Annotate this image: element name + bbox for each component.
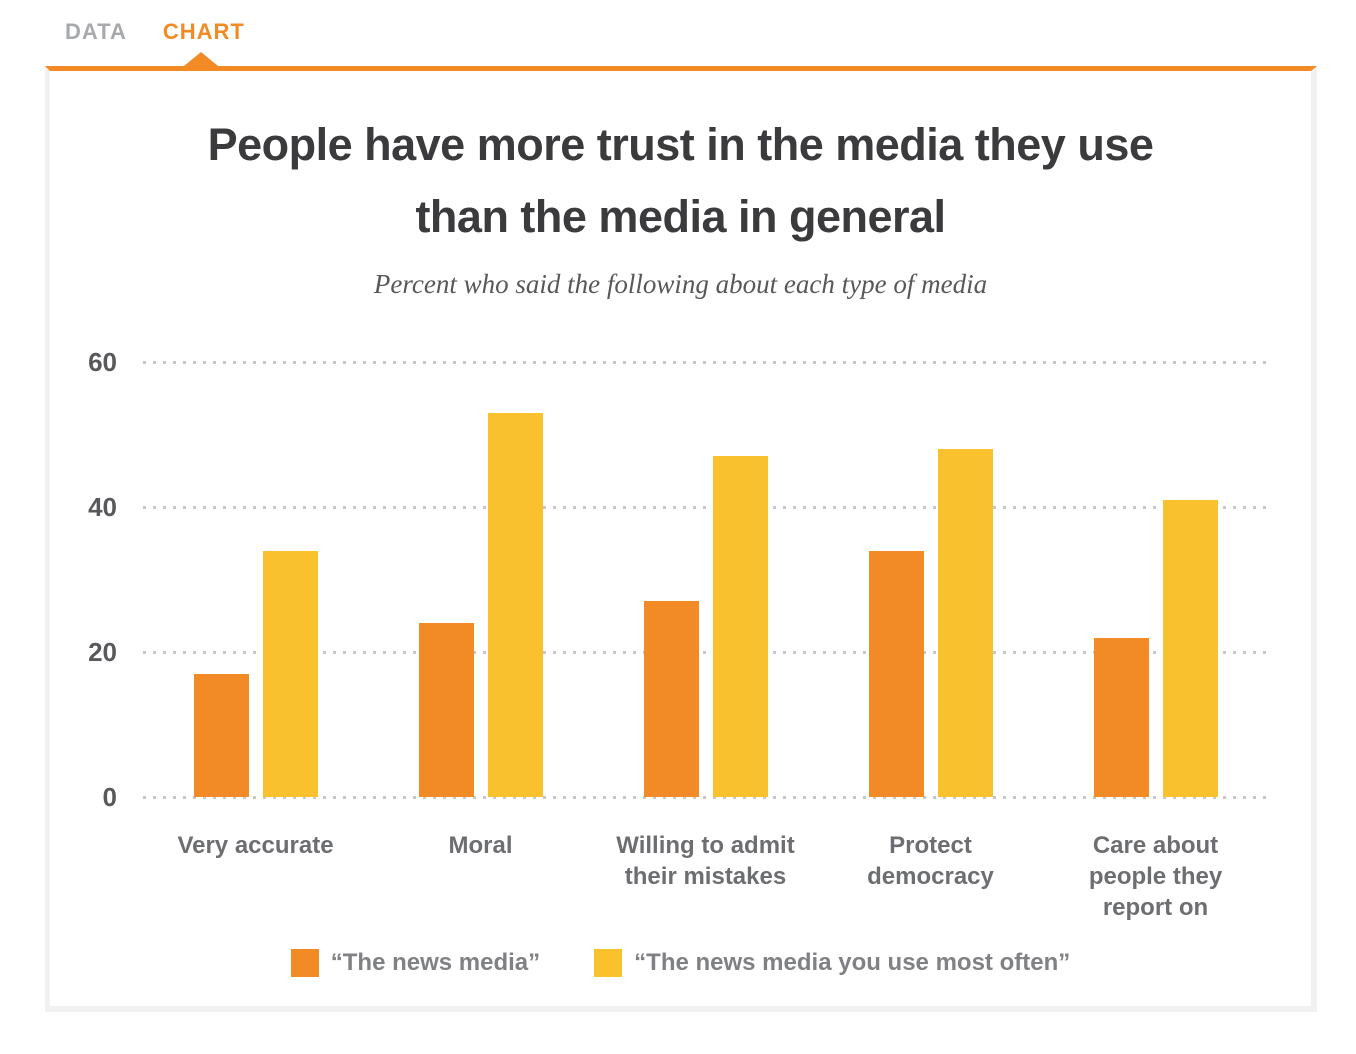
y-tick-label-40: 40 <box>88 492 117 522</box>
legend: “The news media” “The news media you use … <box>50 949 1311 977</box>
category-label: Moral <box>448 832 513 859</box>
bar-groups <box>143 362 1268 797</box>
chart-title: People have more trust in the media they… <box>50 109 1311 253</box>
y-tick-label-0: 0 <box>102 782 117 812</box>
bar-group <box>818 362 1043 797</box>
bar <box>418 623 474 797</box>
legend-item: “The news media” <box>290 949 541 977</box>
category-label: Care about people they report on <box>1088 832 1223 921</box>
bar <box>262 550 318 797</box>
bar-group <box>143 362 368 797</box>
tab-bar: DATA CHART <box>0 0 1356 66</box>
chart-title-line2: than the media in general <box>415 191 946 242</box>
category-label: Very accurate <box>177 832 334 859</box>
chart-subtitle: Percent who said the following about eac… <box>373 269 988 299</box>
chart-title-line1: People have more trust in the media they… <box>207 119 1154 170</box>
bar <box>868 550 924 797</box>
tab-data[interactable]: DATA <box>65 19 127 44</box>
category-label: Willing to admit their mistakes <box>616 832 795 890</box>
bar-group <box>368 362 593 797</box>
chart-card: People have more trust in the media they… <box>45 52 1317 1012</box>
bar <box>193 673 249 797</box>
bar <box>937 449 993 797</box>
legend-swatch <box>594 949 623 977</box>
y-tick-label-60: 60 <box>88 347 117 377</box>
bar <box>1162 499 1218 797</box>
gridline-20: 20 <box>88 637 1268 667</box>
legend-swatch <box>290 949 319 977</box>
category-axis: Very accurate Moral Willing to admit their… <box>143 797 1268 923</box>
bar-group <box>1043 362 1268 797</box>
bar <box>1093 637 1149 797</box>
gridline-60: 60 <box>88 347 1268 377</box>
bar-group <box>593 362 818 797</box>
plot-area: 0 20 40 60 <box>88 347 1268 812</box>
gridline-40: 40 <box>88 492 1268 522</box>
legend-label: “The news media” <box>330 949 541 976</box>
y-tick-label-20: 20 <box>88 637 117 667</box>
category-label: Protect democracy <box>867 832 994 890</box>
active-tab-pointer-icon <box>184 52 218 66</box>
legend-item: “The news media you use most often” <box>594 949 1070 977</box>
tab-chart[interactable]: CHART <box>162 19 245 44</box>
bar <box>712 456 768 797</box>
bar <box>487 412 543 797</box>
gridline-0: 0 <box>103 782 1268 812</box>
legend-label: “The news media you use most often” <box>634 949 1071 976</box>
bar <box>643 601 699 797</box>
